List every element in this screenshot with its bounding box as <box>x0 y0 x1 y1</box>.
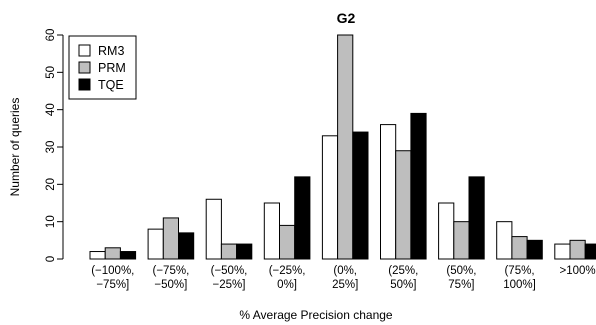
bar-rm3 <box>554 243 571 260</box>
y-axis: 0 10 20 30 40 50 60 <box>45 29 64 262</box>
bar-prm <box>453 221 470 260</box>
y-tick-label: 30 <box>45 141 57 154</box>
legend-label: PRM <box>98 61 126 75</box>
y-tick-label: 40 <box>45 103 57 116</box>
bar-tqe <box>584 243 596 260</box>
bar-tqe <box>526 239 543 260</box>
y-tick-label: 10 <box>45 215 57 228</box>
bar-rm3 <box>380 124 397 260</box>
bar-rm3 <box>438 202 455 260</box>
x-tick-label: 75%] <box>448 279 474 291</box>
legend-swatch <box>78 61 91 74</box>
x-tick-label: −25%] <box>213 279 246 291</box>
legend-label: RM3 <box>98 44 124 58</box>
x-tick-label: −50%] <box>154 279 187 291</box>
x-tick-label: −75%] <box>96 279 129 291</box>
bar-prm <box>337 34 354 260</box>
bar-rm3 <box>205 198 222 260</box>
bar-tqe <box>119 251 137 260</box>
x-tick-labels: (−100%, −75%] (−75%, −50%] (−50%, −25%] (−25%,… <box>91 265 595 291</box>
x-tick-label: >100% <box>560 265 596 277</box>
x-tick-label: (−75%, <box>153 265 190 277</box>
bar-tqe <box>410 112 427 260</box>
x-tick-label: 50%] <box>390 279 416 291</box>
legend: RM3 PRM TQE <box>68 35 137 100</box>
y-tick-label: 0 <box>45 256 57 262</box>
y-axis-label: Number of queries <box>8 98 22 197</box>
bar-rm3 <box>89 251 106 260</box>
x-tick-label: (−100%, <box>91 265 134 277</box>
bar-tqe <box>294 176 311 260</box>
x-axis-label: % Average Precision change <box>239 308 393 322</box>
bar-tqe <box>178 232 195 260</box>
bar-tqe <box>236 243 253 260</box>
bar-tqe <box>468 176 485 260</box>
x-tick-label: (−50%, <box>211 265 248 277</box>
bar-rm3 <box>321 135 339 260</box>
legend-label: TQE <box>98 78 124 92</box>
bar-prm <box>395 150 412 260</box>
x-tick-label: 0%] <box>277 279 297 291</box>
y-tick-label: 50 <box>45 66 57 79</box>
x-tick-label: (50%, <box>446 265 476 277</box>
bar-prm <box>104 247 121 260</box>
x-tick-label: (−25%, <box>269 265 306 277</box>
legend-swatch <box>78 44 91 57</box>
bar-prm <box>162 217 180 260</box>
bar-rm3 <box>147 228 164 260</box>
bar-tqe <box>352 131 369 260</box>
bar-prm <box>511 236 528 260</box>
bars <box>89 34 596 260</box>
x-tick-label: 100%] <box>503 279 536 291</box>
bar-prm <box>569 239 586 260</box>
x-tick-label: (0%, <box>333 265 357 277</box>
x-tick-label: 25%] <box>332 279 358 291</box>
legend-swatch <box>78 78 91 91</box>
y-tick-label: 60 <box>45 29 57 42</box>
x-tick-label: (75%, <box>504 265 534 277</box>
y-tick-label: 20 <box>45 178 57 191</box>
chart-title: G2 <box>337 10 356 26</box>
bar-rm3 <box>496 221 513 260</box>
bar-prm <box>279 224 296 260</box>
x-tick-label: (25%, <box>388 265 418 277</box>
bar-prm <box>220 243 238 260</box>
bar-rm3 <box>263 202 280 260</box>
